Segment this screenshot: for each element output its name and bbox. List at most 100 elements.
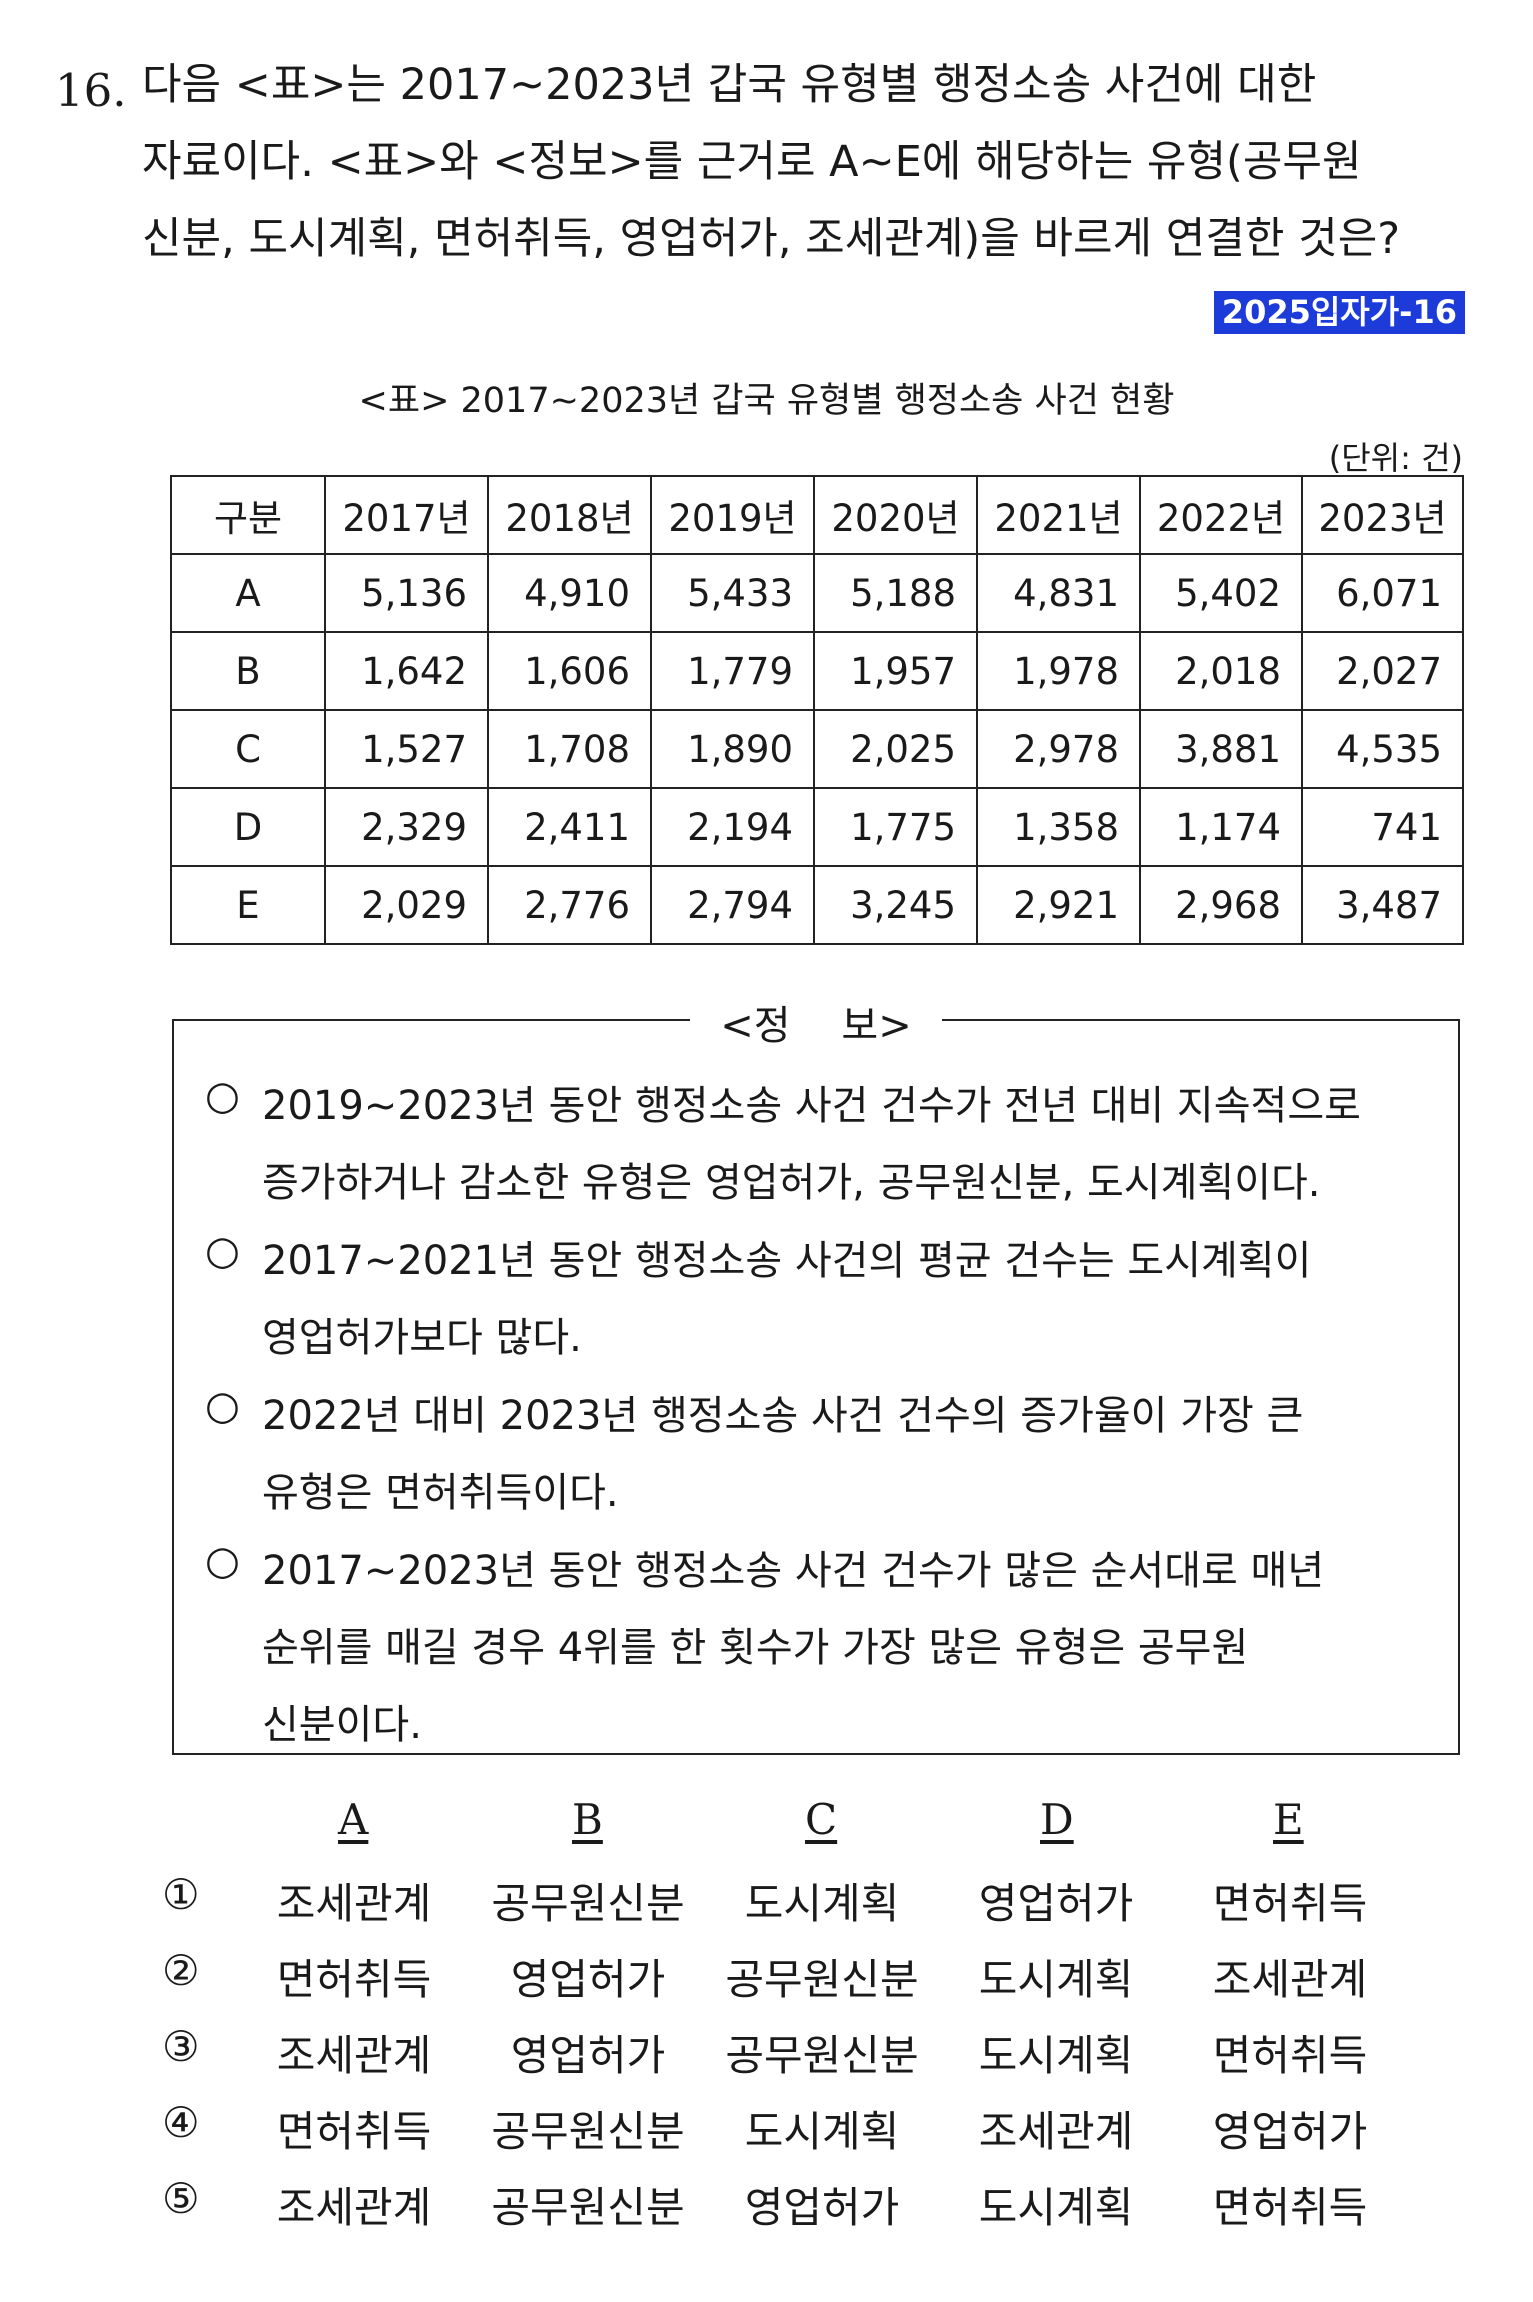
table-cell: 1,174 (1139, 787, 1303, 867)
option-1-a: 조세관계 (276, 1879, 432, 1928)
question-line-1: 다음 <표>는 2017~2023년 갑국 유형별 행정소송 사건에 대한 (142, 60, 1317, 110)
table-header-row: 구분 2017년 2018년 2019년 2020년 2021년 2022년 2… (170, 475, 1464, 555)
table-cell: 2,027 (1301, 631, 1464, 711)
row-label: D (170, 787, 326, 867)
choice-header-c: C (805, 1795, 838, 1844)
header-cell: 구분 (170, 475, 326, 555)
table-cell: 1,358 (976, 787, 1141, 867)
info-item-3-line-2: 유형은 면허취득이다. (262, 1470, 619, 1516)
table-cell: 2,411 (487, 787, 652, 867)
table-cell: 4,535 (1301, 709, 1464, 789)
table-cell: 1,527 (324, 709, 489, 789)
table-cell: 2,194 (650, 787, 815, 867)
option-5-c: 영업허가 (744, 2183, 900, 2232)
table-row: E 2,029 2,776 2,794 3,245 2,921 2,968 3,… (170, 865, 1464, 945)
option-2-e: 조세관계 (1212, 1955, 1368, 2004)
question-line-2: 자료이다. <표>와 <정보>를 근거로 A~E에 해당하는 유형(공무원 (142, 137, 1362, 187)
option-1-b: 공무원신분 (491, 1879, 685, 1928)
choice-header-d: D (1040, 1795, 1074, 1844)
option-3-a: 조세관계 (276, 2031, 432, 2080)
bullet-icon: ○ (205, 1538, 240, 1584)
option-3-number[interactable]: ③ (162, 2022, 200, 2071)
header-cell: 2017년 (324, 475, 489, 555)
question-line-3: 신분, 도시계획, 면허취득, 영업허가, 조세관계)을 바르게 연결한 것은? (142, 214, 1401, 264)
option-5-b: 공무원신분 (491, 2183, 685, 2232)
header-cell: 2018년 (487, 475, 652, 555)
option-4-number[interactable]: ④ (162, 2098, 200, 2147)
info-item-4-line-2: 순위를 매길 경우 4위를 한 횟수가 가장 많은 유형은 공무원 (262, 1625, 1249, 1671)
header-cell: 2020년 (813, 475, 978, 555)
option-2-d: 도시계획 (978, 1955, 1134, 2004)
table-cell: 741 (1301, 787, 1464, 867)
table-cell: 2,921 (976, 865, 1141, 945)
header-cell: 2019년 (650, 475, 815, 555)
row-label: B (170, 631, 326, 711)
table-cell: 4,831 (976, 553, 1141, 633)
option-2-c: 공무원신분 (725, 1955, 919, 2004)
table-row: A 5,136 4,910 5,433 5,188 4,831 5,402 6,… (170, 553, 1464, 633)
bullet-icon: ○ (205, 1228, 240, 1274)
table-cell: 5,402 (1139, 553, 1303, 633)
table-cell: 2,329 (324, 787, 489, 867)
table-cell: 1,708 (487, 709, 652, 789)
row-label: C (170, 709, 326, 789)
option-5-d: 도시계획 (978, 2183, 1134, 2232)
option-3-d: 도시계획 (978, 2031, 1134, 2080)
option-4-c: 도시계획 (744, 2107, 900, 2156)
table-cell: 2,968 (1139, 865, 1303, 945)
table-cell: 2,029 (324, 865, 489, 945)
table-cell: 3,881 (1139, 709, 1303, 789)
option-1-number[interactable]: ① (162, 1870, 200, 1919)
table-row: D 2,329 2,411 2,194 1,775 1,358 1,174 74… (170, 787, 1464, 867)
option-3-e: 면허취득 (1212, 2031, 1368, 2080)
info-title: <정 보> (690, 1003, 942, 1049)
option-1-d: 영업허가 (978, 1879, 1134, 1928)
option-2-number[interactable]: ② (162, 1946, 200, 1995)
header-cell: 2023년 (1301, 475, 1464, 555)
source-tag: 2025입자가-16 (1213, 291, 1465, 334)
option-1-e: 면허취득 (1212, 1879, 1368, 1928)
option-2-b: 영업허가 (510, 1955, 666, 2004)
table-cell: 1,978 (976, 631, 1141, 711)
table-cell: 5,188 (813, 553, 978, 633)
choice-header-e: E (1273, 1795, 1304, 1844)
bullet-icon: ○ (205, 1073, 240, 1119)
option-5-number[interactable]: ⑤ (162, 2174, 200, 2223)
option-4-d: 조세관계 (978, 2107, 1134, 2156)
table-cell: 5,136 (324, 553, 489, 633)
table-cell: 2,978 (976, 709, 1141, 789)
table-row: C 1,527 1,708 1,890 2,025 2,978 3,881 4,… (170, 709, 1464, 789)
table-cell: 1,606 (487, 631, 652, 711)
info-box: <정 보> (172, 1003, 1460, 1755)
table-cell: 3,245 (813, 865, 978, 945)
bullet-icon: ○ (205, 1383, 240, 1429)
info-item-3-line-1: 2022년 대비 2023년 행정소송 사건 건수의 증가율이 가장 큰 (262, 1393, 1304, 1439)
data-table: 구분 2017년 2018년 2019년 2020년 2021년 2022년 2… (170, 475, 1464, 945)
option-5-e: 면허취득 (1212, 2183, 1368, 2232)
option-3-b: 영업허가 (510, 2031, 666, 2080)
info-item-1-line-1: 2019~2023년 동안 행정소송 사건 건수가 전년 대비 지속적으로 (262, 1083, 1361, 1129)
option-4-e: 영업허가 (1212, 2107, 1368, 2156)
info-title-wrap: <정 보> (174, 993, 1458, 1051)
info-item-1-line-2: 증가하거나 감소한 유형은 영업허가, 공무원신분, 도시계획이다. (262, 1160, 1321, 1206)
table-cell: 2,018 (1139, 631, 1303, 711)
table-cell: 2,794 (650, 865, 815, 945)
table-cell: 2,776 (487, 865, 652, 945)
table-cell: 5,433 (650, 553, 815, 633)
row-label: E (170, 865, 326, 945)
info-item-4-line-3: 신분이다. (262, 1702, 422, 1748)
table-cell: 2,025 (813, 709, 978, 789)
row-label: A (170, 553, 326, 633)
table-row: B 1,642 1,606 1,779 1,957 1,978 2,018 2,… (170, 631, 1464, 711)
table-cell: 1,775 (813, 787, 978, 867)
header-cell: 2021년 (976, 475, 1141, 555)
table-cell: 1,642 (324, 631, 489, 711)
option-4-a: 면허취득 (276, 2107, 432, 2156)
option-4-b: 공무원신분 (491, 2107, 685, 2156)
info-item-4-line-1: 2017~2023년 동안 행정소송 사건 건수가 많은 순서대로 매년 (262, 1548, 1325, 1594)
option-1-c: 도시계획 (744, 1879, 900, 1928)
info-item-2-line-1: 2017~2021년 동안 행정소송 사건의 평균 건수는 도시계획이 (262, 1238, 1312, 1284)
option-5-a: 조세관계 (276, 2183, 432, 2232)
info-item-2-line-2: 영업허가보다 많다. (262, 1315, 582, 1361)
question-number: 16. (55, 64, 127, 117)
